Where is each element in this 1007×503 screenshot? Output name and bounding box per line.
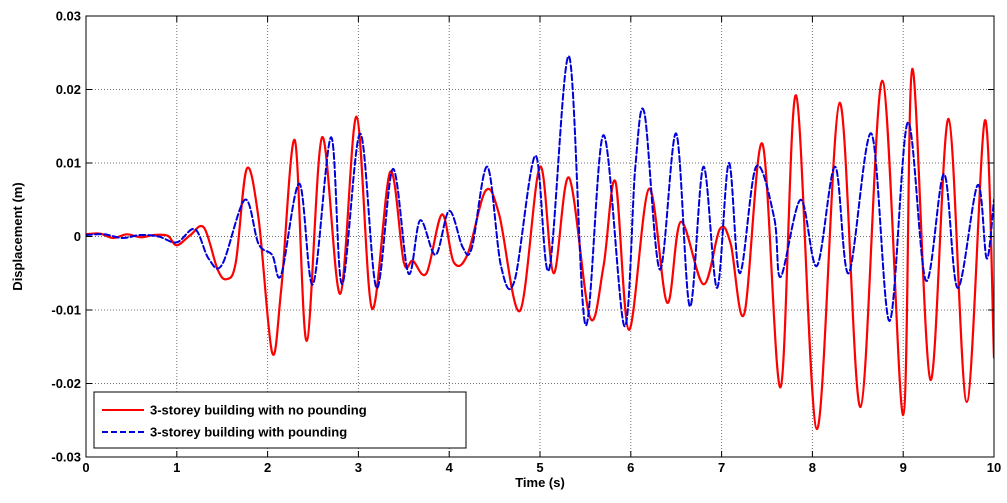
x-tick-label: 7 [718,460,725,475]
y-tick-label: 0.03 [56,9,81,24]
x-tick-label: 8 [809,460,816,475]
y-tick-label: 0.01 [56,156,81,171]
tick-marks [85,15,995,458]
x-tick-label: 4 [446,460,454,475]
y-tick-labels: -0.03 -0.02 -0.01 0 0.01 0.02 0.03 [51,9,81,465]
x-axis-label: Time (s) [515,475,565,490]
x-tick-label: 3 [355,460,362,475]
x-tick-label: 5 [536,460,543,475]
legend-box [93,391,467,449]
y-tick-label: -0.02 [51,376,81,391]
y-tick-label: -0.01 [51,303,81,318]
y-axis-label: Displacement (m) [10,182,25,290]
series-layer [86,55,994,431]
legend-label-no-pounding: 3-storey building with no pounding [150,403,367,418]
grid-lines [86,16,994,457]
x-tick-label: 9 [900,460,907,475]
y-tick-label: 0 [74,229,81,244]
series-line-pounding [86,55,994,328]
x-tick-label: 10 [987,460,1001,475]
legend-label-pounding: 3-storey building with pounding [150,425,347,440]
x-tick-labels: 0 1 2 3 4 5 6 7 8 9 10 [82,460,1001,475]
x-tick-label: 0 [82,460,89,475]
legend: 3-storey building with no pounding 3-sto… [93,391,467,449]
x-tick-label: 2 [264,460,271,475]
x-tick-label: 1 [173,460,180,475]
series-line-no-pounding [86,67,994,431]
x-tick-label: 6 [627,460,634,475]
y-tick-label: 0.02 [56,82,81,97]
y-tick-label: -0.03 [51,450,81,465]
